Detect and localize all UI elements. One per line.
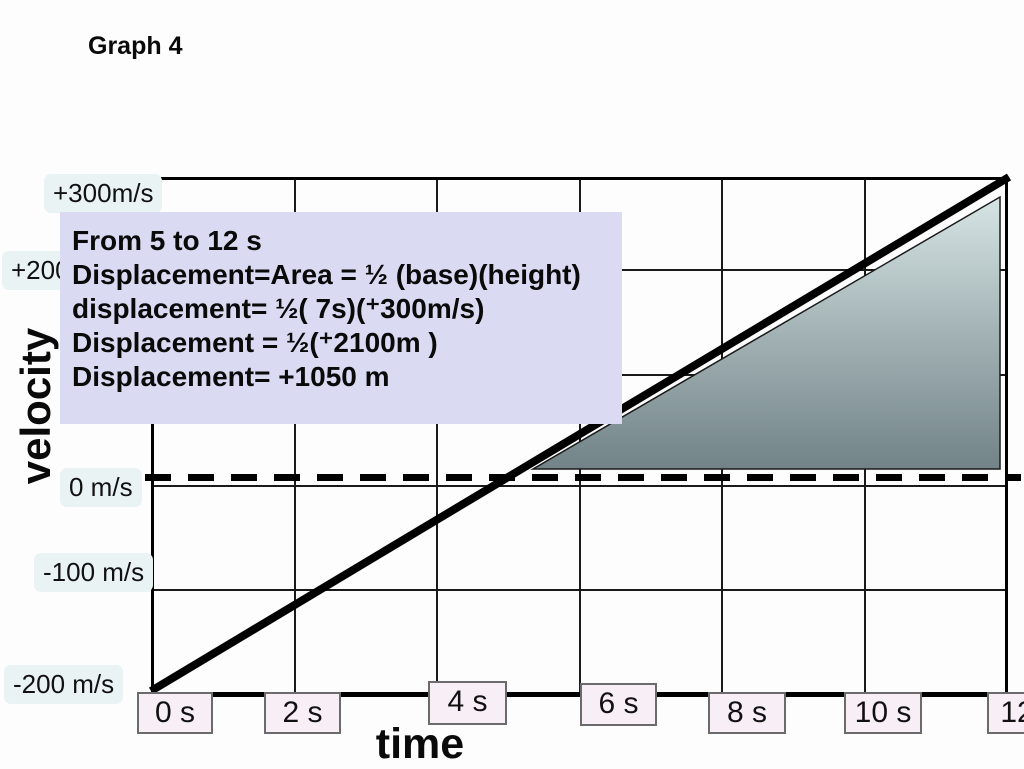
x-tick-0s: 0 s xyxy=(137,692,213,734)
displacement-area-triangle xyxy=(530,195,1001,470)
x-tick-6s: 6 s xyxy=(580,683,657,726)
y-tick-minus200: -200 m/s xyxy=(4,665,124,704)
x-tick-10s: 10 s xyxy=(844,692,922,734)
calc-line-4: Displacement = ½(⁺2100m ) xyxy=(72,327,438,358)
calc-line-3: displacement= ½( 7s)(⁺300m/s) xyxy=(72,293,485,324)
calc-line-2: Displacement=Area = ½ (base)(height) xyxy=(72,259,581,290)
plot-frame xyxy=(151,177,1008,693)
calc-line-1: From 5 to 12 s xyxy=(72,225,262,256)
x-tick-4s: 4 s xyxy=(428,681,507,725)
slide-title: Graph 4 xyxy=(88,32,183,60)
x-tick-2s: 2 s xyxy=(264,692,341,734)
y-tick-minus100: -100 m/s xyxy=(34,553,154,592)
calc-line-5: Displacement= +1050 m xyxy=(72,361,390,392)
x-axis-title: time xyxy=(375,720,465,768)
y-tick-plus300: +300m/s xyxy=(44,174,163,213)
x-tick-12s: 12 xyxy=(987,692,1024,734)
y-tick-zero: 0 m/s xyxy=(60,468,142,507)
displacement-calculation-box: From 5 to 12 s Displacement=Area = ½ (ba… xyxy=(60,212,622,424)
y-tick-plus200: +200 xyxy=(2,251,72,290)
x-tick-8s: 8 s xyxy=(708,692,786,734)
velocity-line xyxy=(148,173,1012,695)
y-axis-title: velocity xyxy=(12,327,59,485)
